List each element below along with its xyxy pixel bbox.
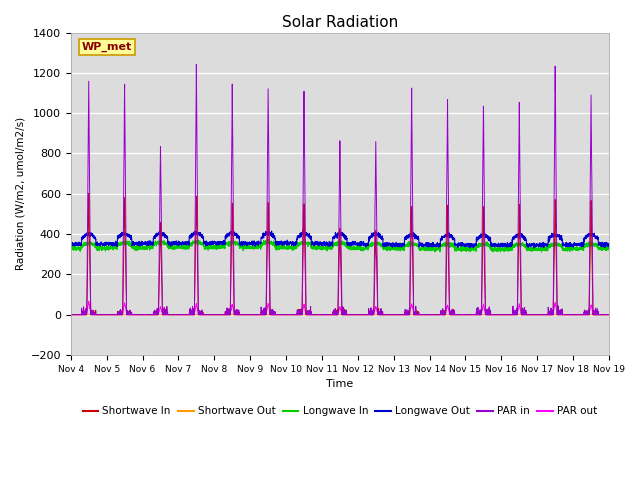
X-axis label: Time: Time — [326, 379, 353, 389]
Y-axis label: Radiation (W/m2, umol/m2/s): Radiation (W/m2, umol/m2/s) — [15, 117, 25, 270]
Longwave Out — [299, 227, 307, 233]
PAR out — [164, 312, 172, 317]
Title: Solar Radiation: Solar Radiation — [282, 15, 398, 30]
PAR out — [431, 312, 438, 318]
PAR in — [320, 312, 328, 318]
Shortwave Out — [460, 312, 468, 318]
PAR in — [67, 312, 75, 318]
Shortwave Out — [491, 312, 499, 318]
PAR out — [491, 312, 499, 318]
Shortwave In — [461, 312, 468, 318]
Longwave In — [431, 247, 438, 252]
Shortwave In — [604, 312, 612, 318]
Shortwave In — [491, 312, 499, 318]
PAR in — [604, 312, 612, 318]
Shortwave In — [431, 312, 438, 318]
Longwave Out — [320, 239, 328, 245]
Longwave Out — [491, 242, 499, 248]
Shortwave In — [85, 191, 93, 196]
Longwave In — [67, 244, 75, 250]
Longwave In — [491, 247, 499, 253]
Longwave In — [461, 245, 468, 251]
PAR in — [193, 61, 200, 67]
Shortwave In — [164, 309, 172, 315]
PAR out — [85, 299, 93, 304]
PAR in — [431, 312, 438, 318]
Longwave In — [264, 237, 272, 242]
Longwave In — [538, 249, 545, 255]
PAR out — [461, 312, 468, 318]
PAR out — [604, 312, 612, 318]
Text: WP_met: WP_met — [81, 42, 132, 52]
PAR in — [605, 312, 612, 318]
Longwave In — [605, 244, 612, 250]
Longwave In — [164, 242, 172, 248]
PAR out — [605, 312, 612, 318]
Line: Longwave Out: Longwave Out — [71, 230, 609, 248]
PAR out — [320, 312, 328, 318]
Shortwave In — [605, 312, 612, 318]
Shortwave Out — [604, 312, 612, 318]
Shortwave In — [320, 312, 328, 318]
Line: Shortwave In: Shortwave In — [71, 193, 609, 315]
Longwave Out — [67, 241, 75, 247]
Shortwave Out — [164, 312, 172, 318]
Longwave Out — [461, 243, 468, 249]
Longwave In — [320, 244, 328, 250]
Line: PAR in: PAR in — [71, 64, 609, 315]
Line: Longwave In: Longwave In — [71, 240, 609, 252]
Longwave In — [605, 246, 612, 252]
Longwave Out — [605, 242, 612, 248]
Shortwave Out — [67, 312, 75, 318]
PAR in — [461, 312, 468, 318]
Line: PAR out: PAR out — [71, 301, 609, 315]
Shortwave Out — [431, 312, 438, 318]
Longwave Out — [605, 244, 612, 250]
Longwave Out — [431, 243, 438, 249]
Longwave Out — [530, 245, 538, 251]
Shortwave In — [67, 312, 75, 318]
PAR in — [164, 312, 172, 318]
PAR in — [491, 312, 499, 318]
Legend: Shortwave In, Shortwave Out, Longwave In, Longwave Out, PAR in, PAR out: Shortwave In, Shortwave Out, Longwave In… — [78, 402, 602, 420]
Shortwave Out — [320, 312, 328, 318]
Shortwave Out — [605, 312, 612, 318]
Longwave Out — [164, 234, 172, 240]
PAR out — [67, 312, 75, 318]
